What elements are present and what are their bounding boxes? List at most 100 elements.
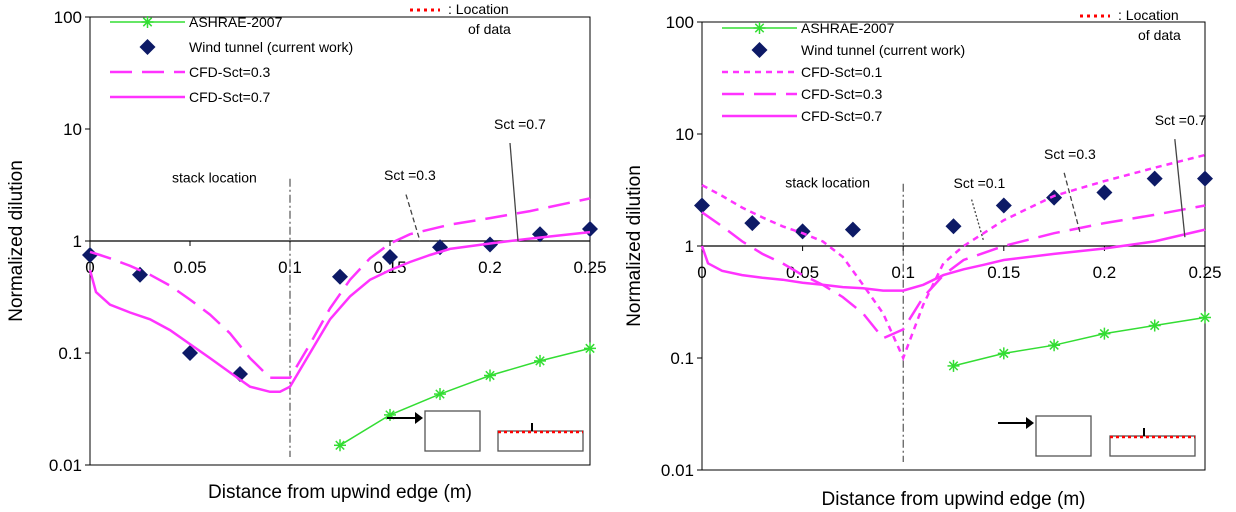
series-cfd-sct-0-7 <box>700 228 1206 292</box>
legend-label: CFD-Sct=0.7 <box>801 108 883 124</box>
star-stroke <box>1200 312 1210 323</box>
x-tick-label: 0.1 <box>891 263 915 282</box>
legend-label: CFD-Sct=0.3 <box>801 86 883 102</box>
data-point-star <box>484 369 496 382</box>
annotation-label: Sct =0.7 <box>494 116 546 132</box>
data-point-diamond <box>132 266 148 283</box>
star-stroke <box>535 356 545 366</box>
y-tick-label: 1 <box>685 237 694 256</box>
data-point-star <box>584 342 596 355</box>
data-point-diamond <box>1046 189 1063 206</box>
x-tick-label: 0.05 <box>786 263 819 282</box>
data-point-diamond <box>794 223 811 240</box>
star-stroke <box>142 17 153 27</box>
data-point-diamond <box>1096 184 1113 201</box>
y-tick-label: 1 <box>73 232 82 251</box>
star-stroke <box>1099 328 1110 339</box>
data-point-diamond <box>744 215 761 232</box>
series-line <box>700 228 1206 292</box>
data-point-diamond <box>995 197 1012 214</box>
x-axis-title: Distance from upwind edge (m) <box>822 489 1086 510</box>
annotation-leader-line <box>1063 172 1081 234</box>
legend-swatch-diamond <box>751 42 768 58</box>
x-tick-label: 0.15 <box>987 263 1020 282</box>
legend-label: ASHRAE-2007 <box>801 20 895 36</box>
stack-location-label: stack location <box>172 170 257 186</box>
series-cfd-sct-0-7 <box>88 230 591 394</box>
annotation-label: Sct =0.3 <box>1044 146 1096 162</box>
series-wind-tunnel-current-work- <box>82 220 598 382</box>
series-cfd-sct-0-3 <box>89 197 591 380</box>
data-point-star <box>1199 311 1211 324</box>
series-line <box>89 197 591 380</box>
legend-label: Wind tunnel (current work) <box>801 42 965 58</box>
series-cfd-sct-0-3 <box>701 204 1206 340</box>
legend-label: CFD-Sct=0.3 <box>189 64 271 80</box>
y-tick-label: 0.1 <box>670 349 694 368</box>
building-elevation-box <box>497 430 584 452</box>
y-tick-label: 0.01 <box>661 461 694 480</box>
star-stroke <box>335 440 345 451</box>
star-stroke <box>1049 340 1059 350</box>
legend: ASHRAE-2007 Wind tunnel (current work) CFD… <box>722 7 1181 124</box>
data-point-diamond <box>382 248 398 265</box>
chart-panel-2: 0.01 0.1 1 10 100 0 0.05 0.1 0.15 0.2 0.25 Distance… <box>624 7 1222 510</box>
legend-label: ASHRAE-2007 <box>189 14 283 30</box>
x-tick-label: 0 <box>85 258 94 277</box>
building-plan-box <box>1035 415 1092 457</box>
legend-swatch-star <box>141 16 154 28</box>
location-note-label: : Location <box>1118 7 1179 23</box>
wind-arrow-head <box>415 412 423 424</box>
series-ashrae-2007 <box>947 311 1211 372</box>
wind-arrow-head <box>1026 417 1034 429</box>
star-stroke <box>435 389 445 399</box>
annotation-label: Sct =0.7 <box>1155 112 1207 128</box>
building-plan-box <box>424 410 481 452</box>
data-point-diamond <box>1197 170 1213 187</box>
location-note-label: of data <box>1138 27 1181 43</box>
legend: ASHRAE-2007 Wind tunnel (current work) CFD… <box>110 1 511 105</box>
x-tick-label: 0.2 <box>478 258 502 277</box>
data-point-diamond <box>182 345 198 361</box>
star-stroke <box>485 370 495 381</box>
x-tick-label: 0.05 <box>173 258 206 277</box>
annotation-leader-line <box>405 194 421 242</box>
data-point-diamond <box>945 218 962 235</box>
x-tick-label: 0 <box>697 263 706 282</box>
data-point-star <box>384 408 396 421</box>
star-stroke <box>948 361 959 371</box>
data-point-star <box>334 439 346 452</box>
building-schematic <box>387 410 584 452</box>
data-point-diamond <box>82 246 98 263</box>
data-point-diamond <box>694 197 710 214</box>
legend-label: CFD-Sct=0.1 <box>801 64 883 80</box>
data-point-star <box>997 347 1010 360</box>
annotation-leader-line <box>970 199 985 242</box>
annotation-leader-line <box>509 142 519 242</box>
series-line <box>88 230 591 394</box>
y-tick-label: 10 <box>675 125 694 144</box>
data-point-star <box>434 388 446 401</box>
y-tick-label: 10 <box>63 120 82 139</box>
legend-swatch-diamond <box>139 39 156 55</box>
annotation-label: Sct =0.3 <box>384 167 436 183</box>
location-note-label: of data <box>468 21 511 37</box>
series-line <box>339 347 591 446</box>
x-tick-label: 0.1 <box>278 258 302 277</box>
x-tick-label: 0.25 <box>1188 263 1221 282</box>
series-wind-tunnel-current-work- <box>694 170 1213 240</box>
data-point-star <box>947 359 960 372</box>
x-tick-label: 0.2 <box>1093 263 1117 282</box>
series-line <box>701 204 1206 340</box>
star-stroke <box>585 343 595 354</box>
y-tick-label: 100 <box>54 8 82 27</box>
chart-panel-1: 0.01 0.1 1 10 100 0 0.05 0.1 0.15 0.2 0.25 Distance… <box>6 1 607 503</box>
y-tick-label: 0.1 <box>58 344 82 363</box>
annotation-label: Sct =0.1 <box>954 175 1006 191</box>
star-stroke <box>1149 320 1160 331</box>
data-point-star <box>1048 339 1061 352</box>
star-stroke <box>754 23 765 33</box>
annotation-leader-line <box>1174 139 1186 238</box>
data-point-diamond <box>844 221 861 238</box>
